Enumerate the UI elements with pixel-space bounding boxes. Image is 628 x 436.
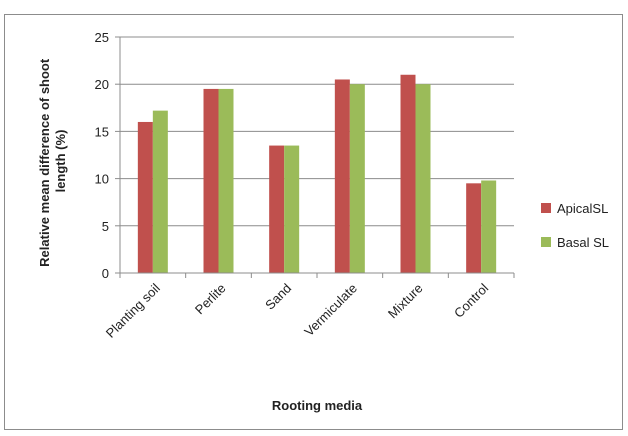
x-category-label: Sand xyxy=(262,281,294,313)
gridlines xyxy=(120,36,514,227)
y-axis-ticks: 0 5 10 15 20 25 xyxy=(95,30,120,281)
legend: ApicalSL Basal SL xyxy=(541,201,609,250)
x-category-label: Perlite xyxy=(192,281,229,318)
bar-basal-sl xyxy=(349,84,365,273)
bar-basal-sl xyxy=(284,145,300,273)
y-tick-label: 0 xyxy=(102,266,109,281)
x-category-label: Mixture xyxy=(385,281,426,322)
x-category-label: Planting soil xyxy=(103,280,163,340)
y-axis-title: Relative mean difference of shoot length… xyxy=(37,55,68,267)
chart-frame: 0 5 10 15 20 25 Planting soil Perlite Sand Vermi… xyxy=(4,14,623,430)
x-category-label: Control xyxy=(451,280,491,320)
y-tick-label: 20 xyxy=(95,77,109,92)
bar-chart: 0 5 10 15 20 25 Planting soil Perlite Sand Vermi… xyxy=(37,30,609,413)
bar-basal-sl xyxy=(481,180,497,273)
bar-apicalsl xyxy=(137,121,153,274)
y-tick-label: 15 xyxy=(95,124,109,139)
y-axis-title-line-2: length (%) xyxy=(53,130,68,193)
x-axis-title: Rooting media xyxy=(272,398,363,413)
y-axis-title-line-1: Relative mean difference of shoot xyxy=(37,58,52,267)
axes xyxy=(119,37,515,278)
legend-label: ApicalSL xyxy=(557,201,608,216)
bars xyxy=(137,74,497,274)
bar-apicalsl xyxy=(400,74,416,273)
y-tick-label: 10 xyxy=(95,172,109,187)
bar-apicalsl xyxy=(334,79,350,273)
bar-apicalsl xyxy=(466,183,482,273)
legend-label: Basal SL xyxy=(557,235,609,250)
y-tick-label: 5 xyxy=(102,219,109,234)
legend-swatch xyxy=(541,237,551,247)
bar-apicalsl xyxy=(269,145,285,273)
bar-basal-sl xyxy=(152,110,168,273)
bar-basal-sl xyxy=(218,88,234,273)
x-axis-categories: Planting soil Perlite Sand Vermiculate Mixtu… xyxy=(103,280,492,340)
bar-apicalsl xyxy=(203,88,219,273)
bar-basal-sl xyxy=(415,84,431,273)
y-tick-label: 25 xyxy=(95,30,109,45)
x-category-label: Vermiculate xyxy=(301,281,360,340)
legend-swatch xyxy=(541,203,551,213)
